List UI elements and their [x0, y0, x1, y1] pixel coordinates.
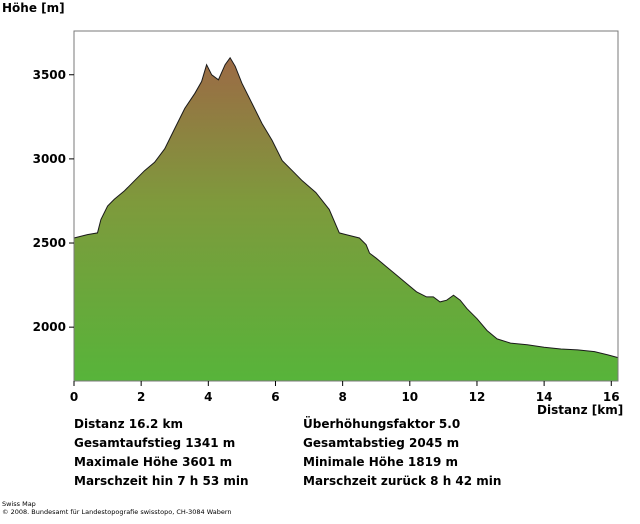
elevation-line-0: [73, 56, 619, 359]
credit-source: Swiss Map: [2, 500, 36, 508]
x-axis-ticks: 0 2 4 6 8 10 12 14 16: [70, 381, 620, 404]
stat-max-altitude: Maximale Höhe 3601 m: [74, 455, 233, 469]
x-tick-label: 8: [338, 390, 346, 404]
y-tick-label: 2000: [33, 320, 66, 334]
x-tick-label: 14: [536, 390, 553, 404]
plot-area: [73, 56, 619, 382]
y-tick-label: 2500: [33, 236, 66, 250]
y-axis-label: Höhe [m]: [2, 1, 65, 15]
x-tick-label: 12: [469, 390, 486, 404]
stat-distance: Distanz 16.2 km: [74, 417, 184, 431]
elevation-area-0: [74, 57, 618, 382]
x-tick-label: 6: [271, 390, 279, 404]
plot-frame: [73, 30, 619, 382]
y-axis-ticks: 2000 2500 3000 3500: [33, 68, 74, 334]
axes: [73, 30, 619, 382]
stats-right-column: Überhöhungsfaktor 5.0 Gesamtabstieg 2045…: [303, 415, 501, 491]
x-tick-label: 0: [70, 390, 78, 404]
stats-left-column: Distanz 16.2 km Gesamtaufstieg 1341 m Ma…: [74, 415, 249, 491]
stat-total-ascent: Gesamtaufstieg 1341 m: [74, 436, 236, 450]
credit-copyright: © 2008. Bundesamt für Landestopografie s…: [2, 508, 232, 516]
y-tick-label: 3000: [33, 152, 66, 166]
x-axis-label: Distanz [km]: [537, 403, 624, 417]
x-tick-label: 4: [204, 390, 212, 404]
stat-min-altitude: Minimale Höhe 1819 m: [303, 455, 458, 469]
y-tick-label: 3500: [33, 68, 66, 82]
stat-walk-time-there: Marschzeit hin 7 h 53 min: [74, 474, 249, 488]
x-tick-label: 16: [603, 390, 620, 404]
x-tick-label: 2: [137, 390, 145, 404]
stat-walk-time-back: Marschzeit zurück 8 h 42 min: [303, 474, 502, 488]
elevation-profile-chart: 0 2 4 6 8 10 12 14 16 2000 2500 3000 3500: [33, 30, 620, 404]
stat-exaggeration-factor: Überhöhungsfaktor 5.0: [303, 417, 461, 431]
stat-total-descent: Gesamtabstieg 2045 m: [303, 436, 460, 450]
x-tick-label: 10: [401, 390, 418, 404]
